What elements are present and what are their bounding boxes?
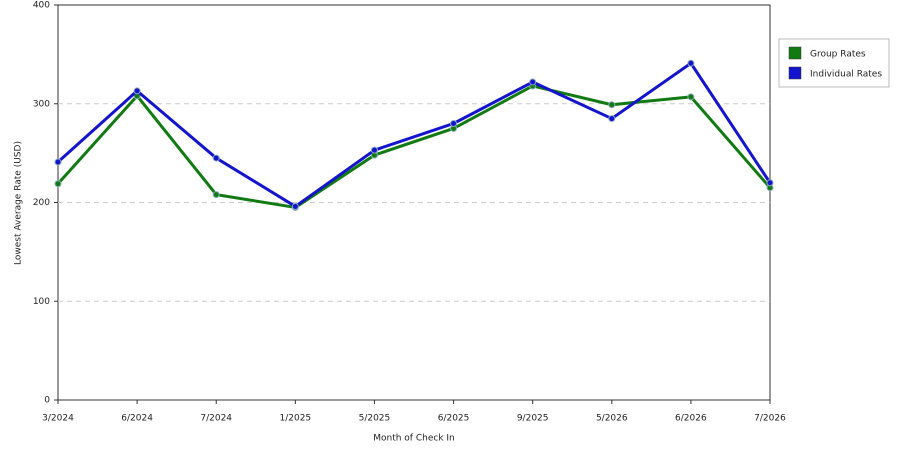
x-axis-label: Month of Check In [373, 434, 455, 444]
legend-swatch [788, 66, 802, 80]
point [450, 120, 458, 127]
point [133, 87, 141, 95]
x-tick-label: 6/2026 [675, 414, 707, 424]
legend-box [778, 38, 890, 88]
x-tick-label: 3/2024 [42, 414, 74, 424]
point [687, 59, 695, 67]
point [54, 158, 62, 166]
legend-label: Individual Rates [810, 70, 882, 80]
y-tick-label: 200 [33, 198, 50, 208]
x-tick-label: 7/2026 [754, 414, 786, 424]
point [608, 115, 616, 123]
y-tick-label: 0 [44, 396, 50, 406]
point [54, 180, 62, 188]
point [608, 101, 616, 109]
point [687, 93, 695, 101]
y-tick-label: 300 [33, 99, 50, 109]
point [212, 191, 220, 199]
point [529, 78, 537, 86]
series-line [56, 84, 772, 209]
x-tick-label: 7/2024 [200, 414, 232, 424]
x-tick-label: 6/2024 [121, 414, 153, 424]
x-tick-label: 1/2025 [279, 414, 311, 424]
x-tick-label: 5/2025 [359, 414, 391, 424]
point [212, 154, 220, 162]
x-tick-label: 9/2025 [517, 414, 549, 424]
x-tick-label: 6/2025 [438, 414, 470, 424]
y-tick-label: 400 [33, 1, 50, 11]
y-tick-label: 100 [33, 297, 50, 307]
point [766, 179, 774, 187]
legend-swatch [788, 46, 802, 60]
series-line [56, 61, 772, 208]
legend-label: Group Rates [810, 50, 866, 60]
point [370, 146, 378, 154]
point [291, 202, 299, 210]
y-axis-label: Lowest Average Rate (USD) [14, 141, 24, 265]
x-tick-label: 5/2026 [596, 414, 628, 424]
